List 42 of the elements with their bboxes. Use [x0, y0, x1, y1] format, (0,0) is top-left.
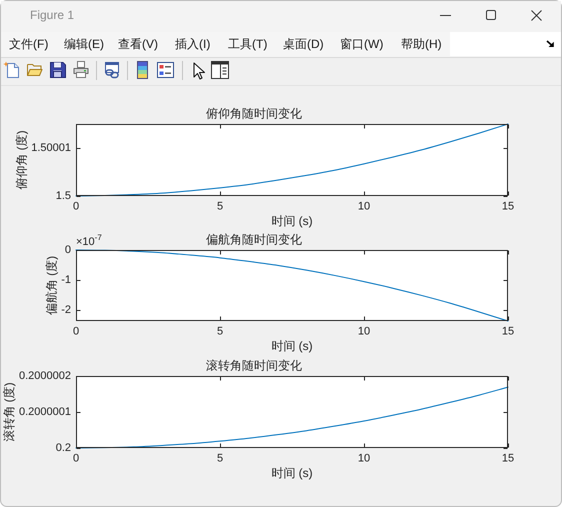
y-tick-label: 0	[64, 244, 71, 256]
text: 桌面(D)	[283, 36, 324, 52]
line-series	[76, 250, 508, 322]
text: 窗口(W)	[340, 36, 384, 52]
text: 帮助(H)	[401, 36, 442, 52]
chart-title: 俯仰角随时间变化	[206, 106, 302, 120]
y-tick-label: 0.2000002	[19, 370, 71, 382]
line-series	[76, 124, 508, 196]
x-tick-label: 15	[502, 452, 514, 465]
text: 文件(F)	[9, 36, 48, 52]
y-axis-title: 偏航角 (度)	[44, 256, 58, 316]
text: 编辑(E)	[64, 36, 104, 52]
x-tick-label: 0	[72, 200, 80, 213]
x-tick-label: 10	[358, 452, 370, 465]
y-axis-title: 俯仰角 (度)	[14, 130, 28, 190]
text: Figure 1	[30, 8, 74, 23]
x-tick-label: 0	[72, 452, 80, 465]
text: 查看(V)	[118, 36, 158, 52]
y-tick-label: -2	[61, 304, 71, 316]
x-tick-label: 10	[358, 326, 370, 338]
x-tick-label: 5	[216, 326, 224, 338]
line-series	[76, 386, 508, 448]
y-tick-label: 1.50001	[31, 142, 71, 154]
x-tick-label: 5	[216, 452, 224, 465]
y-tick-label: 1.5	[56, 190, 71, 202]
x-axis-title: 时间 (s)	[271, 466, 313, 480]
x-tick-label: 0	[72, 326, 80, 338]
x-tick-label: 15	[502, 200, 514, 213]
y-tick-label: -1	[61, 274, 71, 286]
x-axis-title: 时间 (s)	[271, 214, 313, 228]
x-tick-label: 15	[502, 326, 514, 338]
chart-title: 偏航角随时间变化	[206, 232, 302, 246]
y-axis-title: 滚转角 (度)	[2, 382, 16, 442]
x-axis-title: 时间 (s)	[271, 339, 313, 354]
text: 工具(T)	[228, 36, 268, 52]
text: 插入(I)	[175, 36, 210, 52]
x-tick-label: 10	[358, 200, 370, 213]
y-tick-label: 0.2	[56, 442, 71, 454]
x-tick-label: 5	[216, 200, 224, 213]
y-tick-label: 0.2000001	[19, 406, 71, 418]
chart-title: 滚转角随时间变化	[206, 358, 302, 372]
text: ×10$^{-7}$	[76, 233, 102, 248]
